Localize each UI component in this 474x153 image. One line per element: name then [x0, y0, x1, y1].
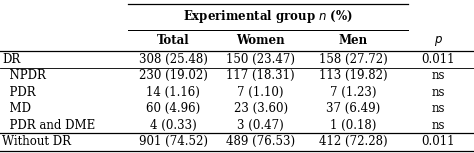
Text: 23 (3.60): 23 (3.60): [234, 102, 288, 115]
Text: 37 (6.49): 37 (6.49): [326, 102, 380, 115]
Text: ns: ns: [432, 86, 445, 99]
Text: 0.011: 0.011: [422, 135, 455, 148]
Text: 412 (72.28): 412 (72.28): [319, 135, 387, 148]
Text: MD: MD: [2, 102, 31, 115]
Text: DR: DR: [2, 53, 20, 66]
Text: Women: Women: [237, 34, 285, 47]
Text: 158 (27.72): 158 (27.72): [319, 53, 388, 66]
Text: 60 (4.96): 60 (4.96): [146, 102, 200, 115]
Text: ns: ns: [432, 102, 445, 115]
Text: Experimental group $n$ (%): Experimental group $n$ (%): [183, 7, 353, 25]
Text: Without DR: Without DR: [2, 135, 71, 148]
Text: 113 (19.82): 113 (19.82): [319, 69, 387, 82]
Text: 489 (76.53): 489 (76.53): [226, 135, 295, 148]
Text: Total: Total: [157, 34, 189, 47]
Text: 3 (0.47): 3 (0.47): [237, 119, 284, 132]
Text: 901 (74.52): 901 (74.52): [138, 135, 208, 148]
Text: 117 (18.31): 117 (18.31): [227, 69, 295, 82]
Text: 7 (1.23): 7 (1.23): [330, 86, 376, 99]
Text: Men: Men: [338, 34, 368, 47]
Text: ns: ns: [432, 69, 445, 82]
Text: PDR and DME: PDR and DME: [2, 119, 95, 132]
Text: PDR: PDR: [2, 86, 36, 99]
Text: 230 (19.02): 230 (19.02): [138, 69, 208, 82]
Text: 0.011: 0.011: [422, 53, 455, 66]
Text: 308 (25.48): 308 (25.48): [138, 53, 208, 66]
Text: 4 (0.33): 4 (0.33): [150, 119, 196, 132]
Text: ns: ns: [432, 119, 445, 132]
Text: 1 (0.18): 1 (0.18): [330, 119, 376, 132]
Text: $p$: $p$: [434, 34, 443, 48]
Text: 7 (1.10): 7 (1.10): [237, 86, 284, 99]
Text: 14 (1.16): 14 (1.16): [146, 86, 200, 99]
Text: NPDR: NPDR: [2, 69, 46, 82]
Text: 150 (23.47): 150 (23.47): [226, 53, 295, 66]
